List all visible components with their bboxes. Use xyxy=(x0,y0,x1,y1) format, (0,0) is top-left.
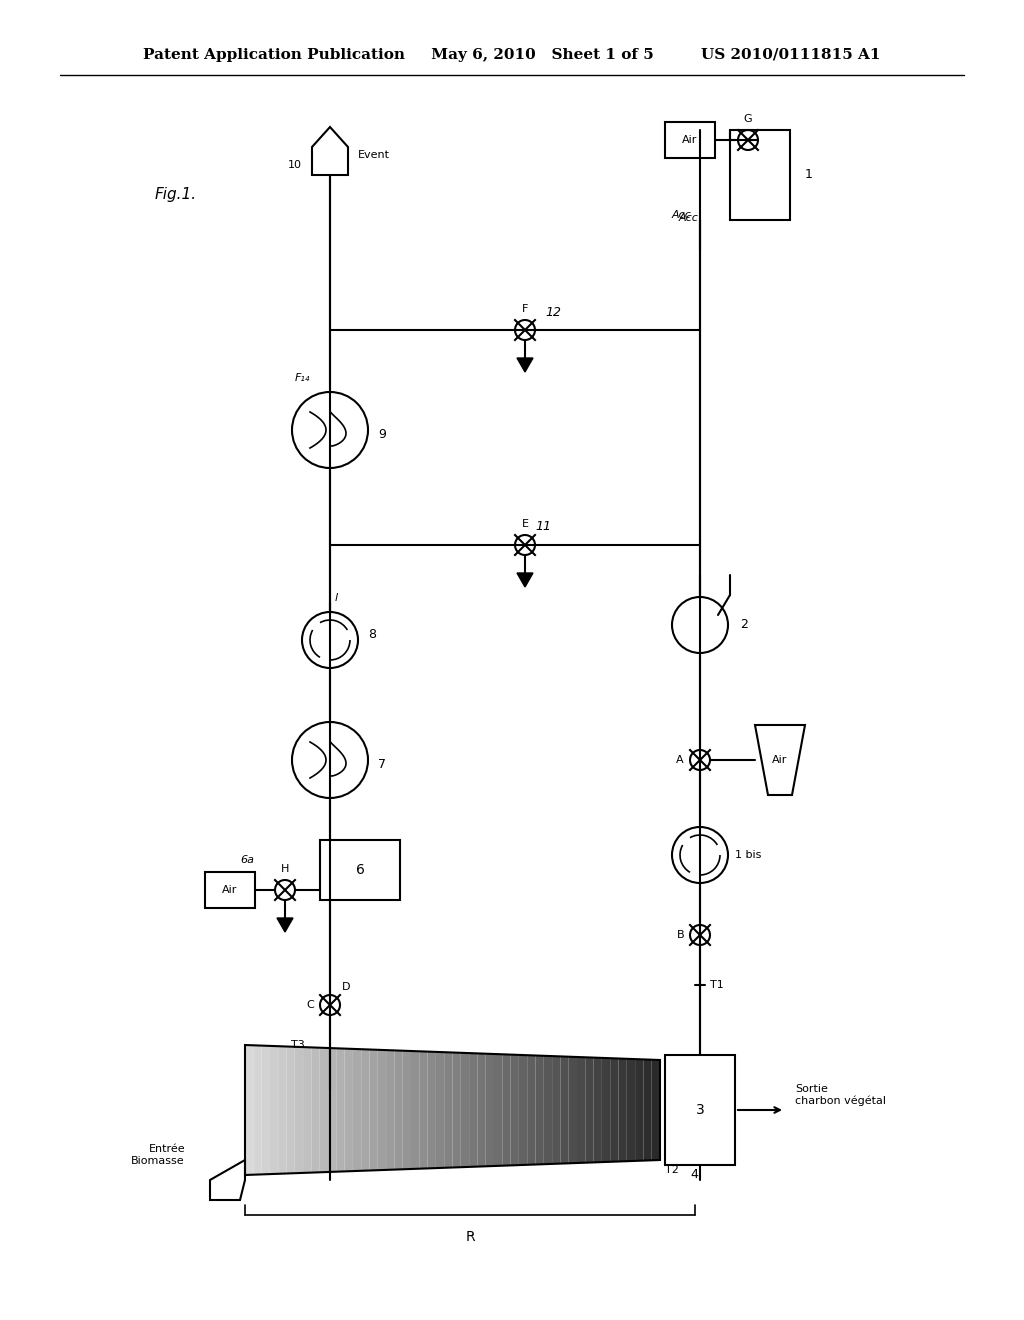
Text: T2: T2 xyxy=(665,1166,679,1175)
Text: 10: 10 xyxy=(288,160,302,170)
Polygon shape xyxy=(287,1047,295,1173)
Text: Fig.1.: Fig.1. xyxy=(155,187,198,202)
Polygon shape xyxy=(610,1059,618,1162)
Polygon shape xyxy=(353,1049,361,1171)
Text: T1: T1 xyxy=(710,979,724,990)
Bar xyxy=(665,121,715,158)
Text: C: C xyxy=(306,1001,314,1010)
Text: G: G xyxy=(743,114,753,124)
Polygon shape xyxy=(279,1047,287,1173)
Text: 9: 9 xyxy=(378,429,386,441)
Polygon shape xyxy=(503,1055,511,1166)
Polygon shape xyxy=(544,1056,552,1164)
Polygon shape xyxy=(511,1055,519,1166)
Text: F₁₄: F₁₄ xyxy=(295,374,310,383)
Polygon shape xyxy=(586,1057,594,1163)
Polygon shape xyxy=(328,1048,336,1172)
Polygon shape xyxy=(378,1049,386,1171)
Text: Entrée
Biomasse: Entrée Biomasse xyxy=(131,1144,185,1166)
Polygon shape xyxy=(494,1053,503,1166)
Polygon shape xyxy=(245,1045,253,1175)
Text: Event: Event xyxy=(358,150,390,160)
Text: Acc: Acc xyxy=(678,213,698,223)
Polygon shape xyxy=(519,1055,527,1166)
Text: R: R xyxy=(465,1230,475,1243)
Polygon shape xyxy=(527,1055,536,1164)
Polygon shape xyxy=(336,1048,345,1172)
Text: 3: 3 xyxy=(695,1104,705,1117)
Text: 2: 2 xyxy=(740,619,748,631)
Polygon shape xyxy=(411,1051,419,1170)
Polygon shape xyxy=(345,1048,353,1171)
Text: A: A xyxy=(677,755,684,766)
Text: 7: 7 xyxy=(378,759,386,771)
Polygon shape xyxy=(261,1045,270,1175)
Text: l: l xyxy=(335,593,338,603)
Bar xyxy=(205,873,255,908)
Text: 11: 11 xyxy=(535,520,551,533)
Text: Air: Air xyxy=(772,755,787,766)
Polygon shape xyxy=(568,1057,577,1163)
Bar xyxy=(730,129,790,220)
Text: Air: Air xyxy=(682,135,697,145)
Polygon shape xyxy=(444,1052,453,1168)
Text: 12: 12 xyxy=(545,305,561,318)
Polygon shape xyxy=(577,1057,586,1163)
Text: 6a: 6a xyxy=(240,855,254,865)
Polygon shape xyxy=(303,1047,311,1173)
Polygon shape xyxy=(419,1051,428,1168)
Polygon shape xyxy=(453,1052,461,1167)
Bar xyxy=(665,1055,735,1166)
Polygon shape xyxy=(461,1053,469,1167)
Text: Sortie
charbon végétal: Sortie charbon végétal xyxy=(795,1084,886,1106)
Polygon shape xyxy=(253,1045,261,1175)
Polygon shape xyxy=(394,1051,402,1170)
Text: Patent Application Publication     May 6, 2010   Sheet 1 of 5         US 2010/01: Patent Application Publication May 6, 20… xyxy=(143,48,881,62)
Text: H: H xyxy=(281,865,289,874)
Polygon shape xyxy=(560,1056,568,1164)
Polygon shape xyxy=(278,917,293,932)
Polygon shape xyxy=(517,358,534,372)
Text: 1: 1 xyxy=(805,169,813,181)
Polygon shape xyxy=(295,1047,303,1173)
Polygon shape xyxy=(485,1053,494,1167)
Text: Air: Air xyxy=(222,884,238,895)
Text: 1 bis: 1 bis xyxy=(735,850,762,861)
Text: D: D xyxy=(342,982,350,993)
Text: F: F xyxy=(522,304,528,314)
Text: T3: T3 xyxy=(291,1040,305,1049)
Polygon shape xyxy=(602,1057,610,1162)
Polygon shape xyxy=(311,1047,319,1172)
Bar xyxy=(319,840,400,900)
Text: E: E xyxy=(521,519,528,529)
Text: 6: 6 xyxy=(355,863,365,876)
Polygon shape xyxy=(370,1049,378,1171)
Polygon shape xyxy=(402,1051,411,1170)
Text: 8: 8 xyxy=(368,628,376,642)
Polygon shape xyxy=(635,1059,643,1160)
Polygon shape xyxy=(436,1052,444,1168)
Polygon shape xyxy=(618,1059,627,1162)
Text: Acc: Acc xyxy=(672,210,692,220)
Polygon shape xyxy=(469,1053,477,1167)
Polygon shape xyxy=(594,1057,602,1163)
Bar xyxy=(665,1055,735,1166)
Polygon shape xyxy=(517,573,534,587)
Polygon shape xyxy=(319,1048,328,1172)
Text: B: B xyxy=(677,931,684,940)
Polygon shape xyxy=(270,1045,279,1173)
Polygon shape xyxy=(552,1056,560,1164)
Polygon shape xyxy=(627,1059,635,1162)
Polygon shape xyxy=(386,1051,394,1170)
Polygon shape xyxy=(643,1060,651,1160)
Polygon shape xyxy=(361,1049,370,1171)
Polygon shape xyxy=(428,1052,436,1168)
Polygon shape xyxy=(477,1053,485,1167)
Polygon shape xyxy=(536,1056,544,1164)
Text: 4: 4 xyxy=(690,1168,698,1181)
Polygon shape xyxy=(651,1060,660,1160)
